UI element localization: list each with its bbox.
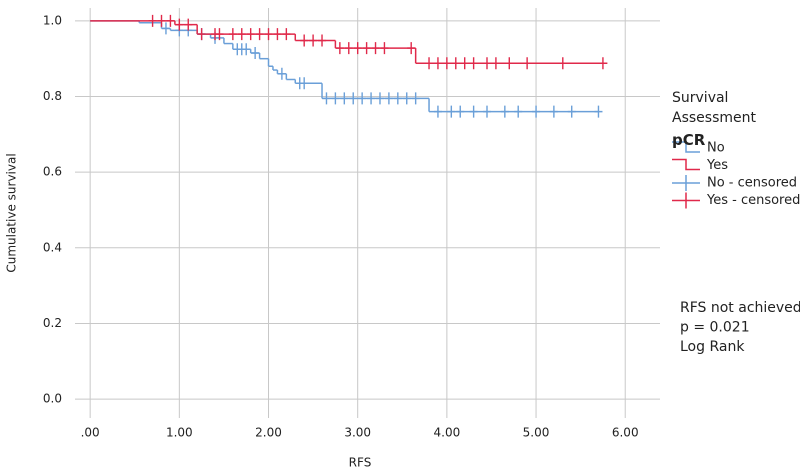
- y-tick-label: 0.6: [43, 165, 62, 179]
- annotation: Log Rank: [680, 339, 745, 355]
- censor-mark: [322, 92, 331, 105]
- censor-mark: [425, 57, 434, 70]
- censor-mark: [349, 92, 358, 105]
- censor-mark: [451, 57, 460, 70]
- y-tick-label: 0.8: [43, 89, 62, 103]
- censor-mark: [157, 14, 166, 27]
- censor-mark: [505, 57, 514, 70]
- censor-mark: [442, 57, 451, 70]
- censor-mark: [549, 105, 558, 118]
- censor-mark: [215, 28, 224, 41]
- censor-mark: [523, 57, 532, 70]
- censor-mark: [318, 34, 327, 47]
- censor-mark: [344, 42, 353, 55]
- censor-mark: [148, 14, 157, 27]
- annotation: RFS not achieved: [680, 300, 800, 316]
- y-tick-label: 0.4: [43, 240, 62, 254]
- censor-mark: [375, 92, 384, 105]
- x-tick-label: 5.00: [523, 426, 550, 440]
- legend-label: No - censored: [707, 176, 797, 191]
- x-tick-label: 3.00: [344, 426, 371, 440]
- censor-mark: [282, 28, 291, 41]
- x-tick-label: .00: [81, 426, 100, 440]
- legend-title: Survival Assessment: [672, 90, 756, 126]
- censor-mark: [228, 28, 237, 41]
- x-tick-label: 6.00: [612, 426, 639, 440]
- censor-mark: [300, 34, 309, 47]
- censor-mark: [340, 92, 349, 105]
- censor-mark: [558, 57, 567, 70]
- censor-mark: [460, 57, 469, 70]
- x-axis-title: RFS: [349, 456, 372, 470]
- censor-mark: [407, 42, 416, 55]
- censor-mark: [166, 14, 175, 27]
- censor-mark: [237, 28, 246, 41]
- legend-symbol: [672, 141, 700, 153]
- censor-mark: [402, 92, 411, 105]
- x-tick-label: 4.00: [434, 426, 461, 440]
- censor-mark: [335, 42, 344, 55]
- censor-mark: [161, 22, 170, 35]
- legend-label: No: [707, 141, 725, 156]
- censor-mark: [491, 57, 500, 70]
- censor-mark: [393, 92, 402, 105]
- censor-mark: [331, 92, 340, 105]
- legend-label: Yes: [706, 158, 728, 173]
- censor-mark: [300, 77, 309, 90]
- censor-mark: [367, 92, 376, 105]
- censor-mark: [358, 92, 367, 105]
- censor-mark: [447, 105, 456, 118]
- censor-mark: [273, 28, 282, 41]
- censor-mark: [384, 92, 393, 105]
- censor-mark: [242, 43, 251, 56]
- censor-mark: [500, 105, 509, 118]
- annotation: p = 0.021: [680, 320, 750, 336]
- censor-mark: [532, 105, 541, 118]
- censor-mark: [264, 28, 273, 41]
- censor-mark: [255, 28, 264, 41]
- censor-mark: [380, 42, 389, 55]
- censor-mark: [246, 28, 255, 41]
- censor-mark: [251, 47, 260, 60]
- legend-label: Yes - censored: [706, 193, 800, 208]
- censor-mark: [433, 57, 442, 70]
- censor-mark: [362, 42, 371, 55]
- censor-mark: [309, 34, 318, 47]
- legend-symbol: [672, 158, 700, 171]
- censor-mark: [175, 18, 184, 31]
- censor-mark: [353, 42, 362, 55]
- y-tick-label: 0.0: [43, 392, 62, 406]
- legend-symbol: [672, 192, 700, 209]
- censor-mark: [411, 92, 420, 105]
- y-tick-label: 0.2: [43, 316, 62, 330]
- censor-mark: [371, 42, 380, 55]
- censor-mark: [469, 105, 478, 118]
- censor-mark: [184, 18, 193, 31]
- legend-subtitle: pCR: [672, 131, 706, 149]
- x-tick-label: 1.00: [166, 426, 193, 440]
- censor-mark: [482, 57, 491, 70]
- censor-mark: [277, 67, 286, 80]
- censor-mark: [469, 57, 478, 70]
- x-tick-label: 2.00: [255, 426, 282, 440]
- censor-mark: [567, 105, 576, 118]
- censor-mark: [598, 57, 607, 70]
- censor-mark: [433, 105, 442, 118]
- y-tick-label: 1.0: [43, 13, 62, 27]
- censor-mark: [456, 105, 465, 118]
- censor-mark: [482, 105, 491, 118]
- censor-mark: [197, 28, 206, 41]
- censor-mark: [514, 105, 523, 118]
- censor-mark: [594, 105, 603, 118]
- y-axis-title: Cumulative survival: [5, 153, 19, 272]
- legend-symbol: [672, 175, 700, 191]
